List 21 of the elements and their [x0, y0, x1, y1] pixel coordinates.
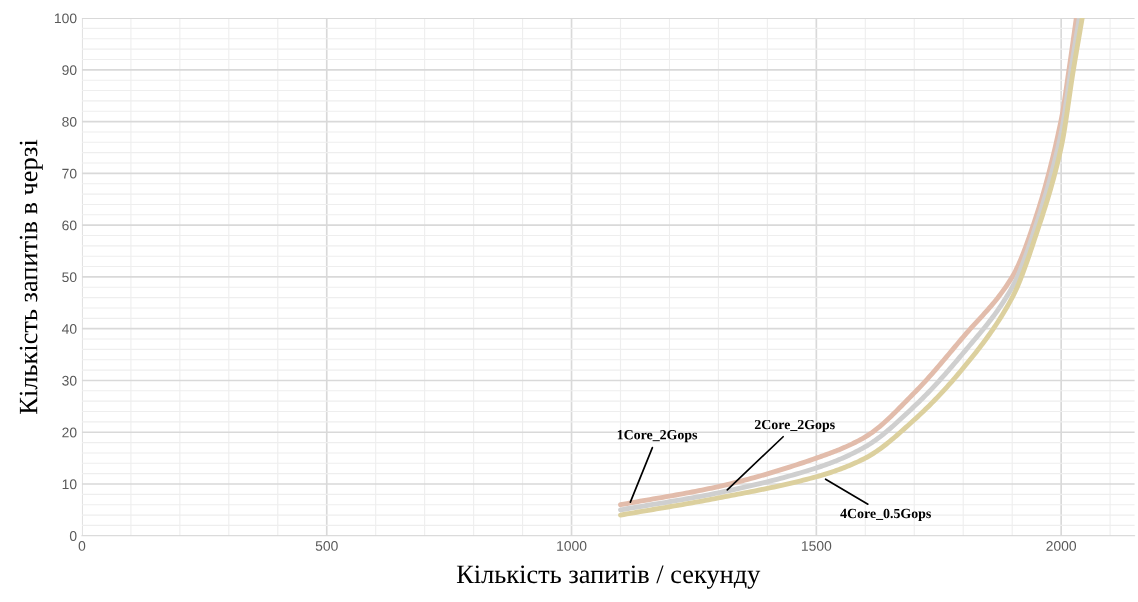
y-tick-label: 70: [62, 168, 77, 179]
y-tick-label: 0: [69, 531, 77, 541]
y-tick-label: 100: [54, 13, 77, 24]
x-tick-label: 2000: [1046, 541, 1077, 551]
y-tick-label: 50: [62, 272, 77, 283]
y-tick-label: 10: [62, 479, 77, 490]
annotation: 1Core_2Gops: [617, 430, 698, 443]
y-tick-label: 40: [61, 324, 77, 334]
y-tick-label: 30: [62, 375, 77, 386]
x-tick-label: 0: [78, 541, 86, 551]
x-axis-title: Кількість запитів / секунду: [456, 565, 761, 589]
x-tick-label: 1000: [557, 541, 587, 551]
y-tick-label: 20: [62, 427, 77, 438]
y-tick-label: 90: [62, 65, 77, 75]
annotation: 2Core_2Gops: [754, 419, 835, 433]
x-tick-label: 500: [315, 541, 338, 551]
y-tick-label: 60: [62, 220, 77, 231]
annotation: 4Core_0.5Gops: [840, 508, 931, 521]
y-axis-title: Кількість запитів в черзі: [19, 139, 43, 414]
x-tick-label: 1500: [801, 541, 832, 551]
y-tick-label: 80: [62, 116, 77, 127]
